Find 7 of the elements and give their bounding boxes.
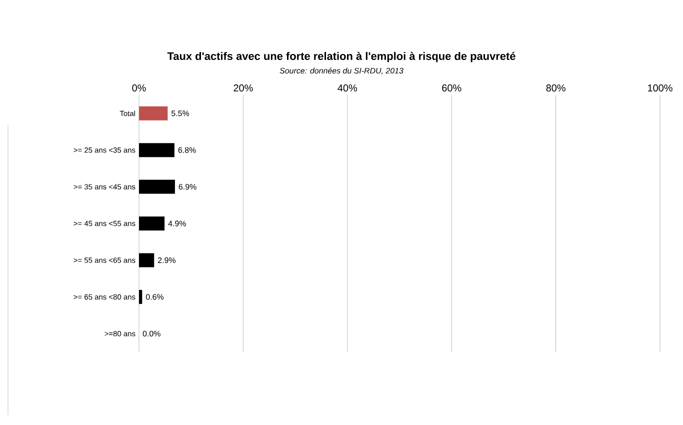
x-tick-label: 80% bbox=[546, 84, 566, 92]
x-tick-label: 100% bbox=[648, 84, 672, 92]
x-tick-label: 40% bbox=[338, 84, 358, 92]
x-tick-label: 60% bbox=[442, 84, 462, 92]
x-tick-label: 0% bbox=[132, 84, 146, 92]
x-tick-label: 20% bbox=[234, 84, 253, 92]
chart-title: Taux d'actifs avec une forte relation à l'emploi à risque de pauvreté bbox=[167, 52, 516, 62]
